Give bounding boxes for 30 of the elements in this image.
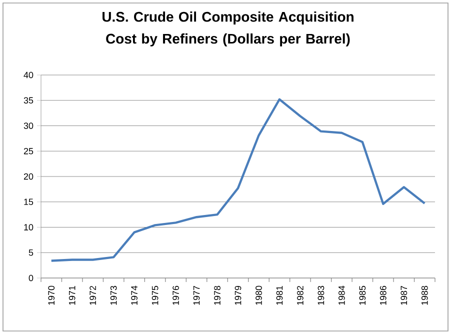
x-tick-label: 1978 (214, 286, 220, 305)
x-tick-label: 1977 (193, 286, 200, 305)
x-tick-label: 1971 (68, 286, 76, 305)
y-tick-label: 10 (24, 224, 34, 230)
x-tick-label: 1984 (338, 286, 345, 305)
y-tick-label: 5 (28, 249, 34, 256)
x-tick-label: 1973 (110, 286, 117, 305)
y-tick-label: 30 (24, 122, 34, 129)
x-tick-label: 1976 (172, 286, 179, 305)
x-tick-label: 1979 (234, 286, 242, 305)
x-tick-label: 1986 (380, 286, 386, 305)
chart-title: U.S. Crude Oil Composite Acquisition Cost by Refiners (Dollars per Barrel) (102, 12, 354, 46)
x-tick-label: 1970 (48, 286, 55, 305)
x-tick-label: 1988 (421, 286, 428, 305)
x-tick-label: 1975 (152, 286, 158, 305)
x-tick-label: 1987 (400, 286, 408, 305)
y-tick-label: 35 (24, 97, 34, 104)
y-tick-label: 20 (24, 173, 34, 180)
x-tick-label: 1980 (256, 286, 262, 305)
y-tick-label: 15 (24, 198, 34, 206)
x-tick-label: 1983 (318, 286, 324, 305)
x-tick-label: 1982 (297, 286, 304, 305)
x-tick-label: 1972 (90, 286, 96, 305)
y-tick-label: 0 (28, 274, 34, 282)
x-tick-label: 1985 (359, 286, 366, 305)
y-tick-label: 25 (24, 148, 34, 154)
x-tick-label: 1974 (131, 286, 138, 305)
y-tick-label: 40 (24, 72, 34, 78)
line-series (50, 98, 426, 262)
x-tick-label: 1981 (276, 286, 283, 305)
